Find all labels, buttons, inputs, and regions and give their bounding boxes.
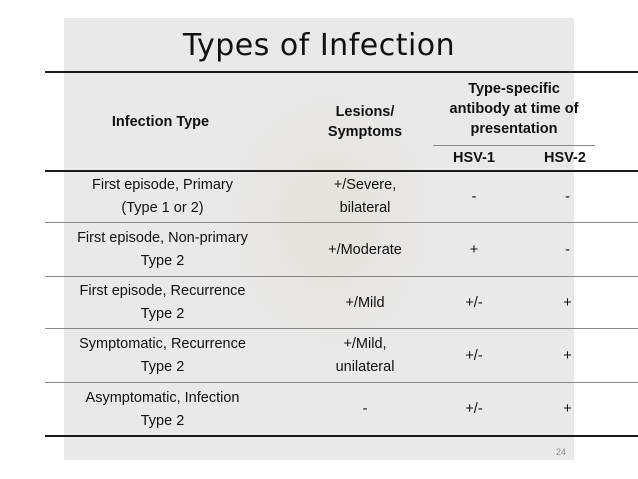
header-hsv1: HSV-1 [453,150,495,166]
lesions-line2: unilateral [335,359,395,375]
university-seal-watermark [230,95,430,345]
hsv2-value: - [565,241,570,258]
row-divider [45,222,638,223]
table-row-type: First episode, Recurrence Type 2 [45,278,280,328]
infection-type-line1: First episode, Non-primary [77,230,248,246]
table-row-lesions: +/Mild [290,278,440,328]
table-bottom-rule [45,435,638,437]
hsv2-value: + [563,347,572,364]
hsv1-value: +/- [465,401,483,417]
table-row-lesions: +/Moderate [290,224,440,276]
infection-type-line2: Type 2 [140,359,185,375]
table-row-lesions: +/Severe, bilateral [290,172,440,222]
hsv2-value: - [565,188,570,205]
lesions-line1: +/Mild, [343,336,387,352]
table-row-lesions: +/Mild, unilateral [290,330,440,382]
infection-type-line2: Type 2 [140,306,185,322]
lesions-line1: +/Mild [345,294,385,311]
infection-type-line1: First episode, Primary [91,177,233,193]
lesions-line1: +/Severe, [333,177,397,193]
infection-type-line2: (Type 1 or 2) [121,200,204,216]
table-row-type: Symptomatic, Recurrence Type 2 [45,330,280,382]
infection-type-line1: First episode, Recurrence [79,283,246,299]
table-row-type: Asymptomatic, Infection Type 2 [45,384,280,435]
table-top-rule [45,71,638,73]
lesions-line2: bilateral [339,200,391,216]
infection-type-line1: Asymptomatic, Infection [85,389,240,406]
infection-type-line2: Type 2 [140,253,185,269]
hsv2-value: + [563,294,572,311]
lesions-line1: +/Moderate [328,241,402,258]
hsv1-value: +/- [465,347,483,364]
row-divider [45,328,638,329]
header-hsv2: HSV-2 [544,150,586,166]
lesions-line1: - [362,401,368,417]
header-bottom-rule [45,170,638,172]
table-row-type: First episode, Primary (Type 1 or 2) [45,172,280,222]
infection-type-line2: Type 2 [140,412,185,429]
page-number: 24 [556,447,567,457]
slide-background-panel [64,18,574,460]
slide-title: Types of Infection [182,28,456,63]
table-row-type: First episode, Non-primary Type 2 [45,224,280,276]
antibody-header-rule [433,145,595,146]
row-divider [45,276,638,277]
header-antibody: Type-specific antibody at time of presen… [449,81,579,137]
hsv1-value: - [471,188,477,205]
table-row-lesions: - [290,384,440,435]
hsv1-value: +/- [465,294,483,311]
row-divider [45,382,638,383]
header-infection-type: Infection Type [111,113,210,130]
infection-type-line1: Symptomatic, Recurrence [79,336,246,352]
header-lesions-symptoms: Lesions/ Symptoms [327,103,403,140]
hsv2-value: + [563,401,572,417]
hsv1-value: + [469,241,479,258]
